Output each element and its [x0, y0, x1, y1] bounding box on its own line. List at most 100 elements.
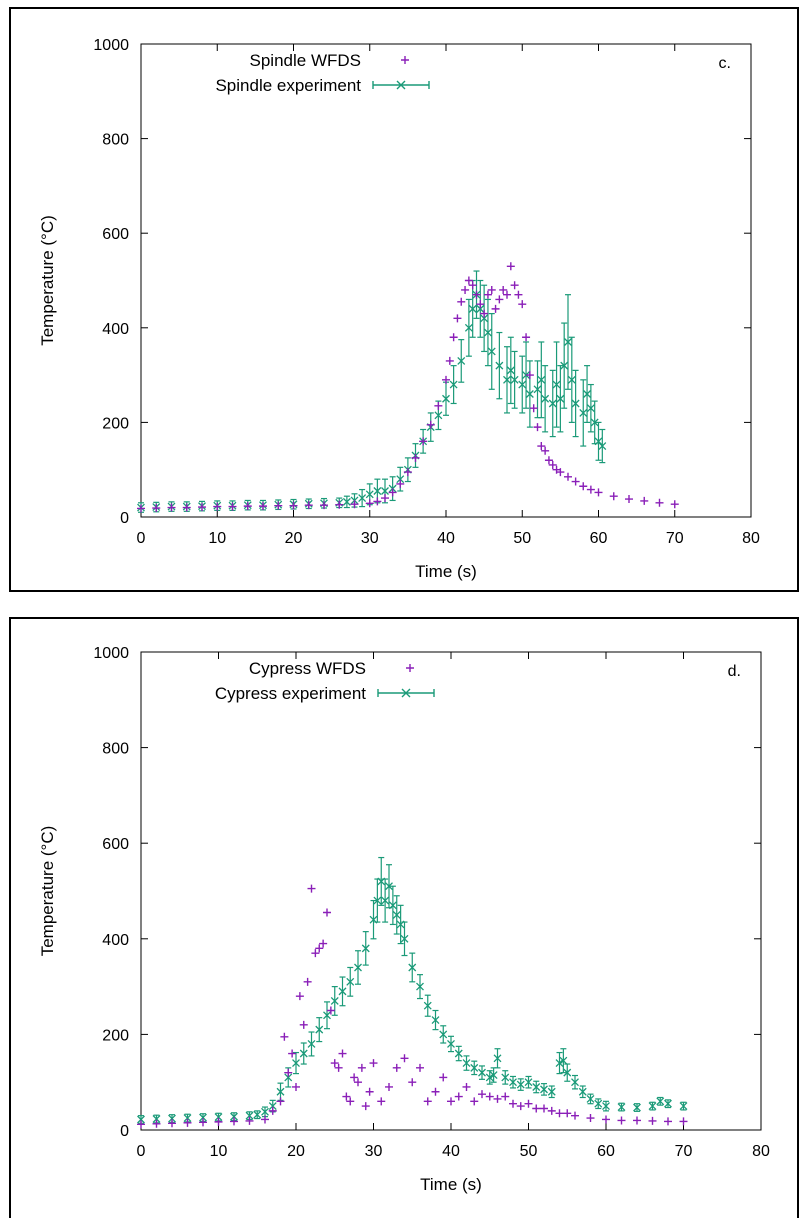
experiment-point — [323, 1011, 331, 1020]
experiment-point — [245, 1111, 254, 1120]
y-tick-label: 600 — [102, 836, 129, 853]
experiment-point — [358, 494, 367, 503]
wfds-point — [268, 1106, 277, 1115]
wfds-point — [338, 1049, 347, 1058]
experiment-series — [137, 270, 607, 513]
experiment-point — [590, 418, 599, 427]
wfds-point — [670, 500, 679, 509]
wfds-point — [449, 333, 458, 342]
wfds-point — [411, 453, 420, 462]
experiment-point — [361, 944, 370, 953]
wfds-point — [476, 300, 485, 309]
wfds-point — [400, 1054, 409, 1063]
experiment-point — [253, 1110, 262, 1119]
wfds-point — [259, 502, 267, 511]
y-tick-label: 600 — [102, 226, 129, 243]
x-tick-label: 20 — [287, 1143, 305, 1160]
wfds-point — [493, 1094, 502, 1103]
wfds-point — [377, 1097, 386, 1106]
wfds-point — [468, 281, 477, 290]
experiment-point — [439, 1030, 448, 1039]
wfds-point — [315, 944, 324, 953]
experiment-point — [489, 1071, 498, 1079]
wfds-point — [522, 333, 531, 342]
wfds-point — [320, 501, 328, 510]
experiment-point — [556, 394, 565, 403]
wfds-point — [462, 1082, 471, 1091]
wfds-point — [625, 495, 633, 504]
experiment-point — [579, 408, 588, 417]
wfds-point — [454, 1092, 463, 1101]
experiment-point — [315, 1025, 324, 1034]
experiment-point — [480, 314, 489, 323]
wfds-point — [230, 1117, 238, 1126]
experiment-point — [307, 1040, 316, 1048]
experiment-point — [299, 1049, 308, 1058]
wfds-point — [579, 482, 588, 491]
wfds-point — [457, 297, 466, 306]
experiment-point — [373, 896, 382, 905]
y-tick-label: 0 — [120, 510, 129, 527]
experiment-point — [483, 328, 492, 337]
experiment-point — [457, 356, 466, 365]
wfds-point — [664, 1117, 672, 1126]
experiment-point — [292, 1059, 300, 1068]
wfds-point — [480, 309, 489, 318]
experiment-point — [400, 934, 409, 943]
wfds-point — [152, 504, 161, 513]
experiment-point — [447, 1040, 455, 1048]
experiment-point — [476, 304, 485, 313]
experiment-point — [431, 1016, 440, 1025]
wfds-point — [633, 1116, 641, 1125]
wfds-point — [540, 1104, 548, 1113]
experiment-point — [434, 411, 443, 420]
wfds-point — [295, 992, 304, 1001]
legend-marker-experiment — [401, 688, 411, 698]
experiment-point — [547, 1087, 556, 1096]
chart-panel-c: 0 10 20 30 40 50 60 70 80 0 200 400 600 800 1000 Time (… — [9, 7, 799, 592]
wfds-point — [518, 300, 527, 309]
wfds-point — [445, 356, 454, 365]
wfds-point — [602, 1115, 610, 1124]
wfds-point — [426, 420, 435, 429]
wfds-point — [571, 1111, 579, 1120]
wfds-point — [396, 479, 405, 488]
x-tick-label: 40 — [442, 1143, 460, 1160]
wfds-point — [403, 468, 412, 477]
wfds-point — [533, 423, 542, 432]
wfds-point — [137, 1120, 145, 1129]
experiment-point — [555, 1059, 564, 1068]
experiment-point — [199, 1113, 207, 1122]
wfds-point — [342, 1092, 351, 1101]
wfds-point — [288, 1049, 297, 1058]
wfds-point — [439, 1073, 448, 1082]
wfds-point — [137, 504, 145, 513]
experiment-point — [137, 1115, 145, 1124]
x-axis-title: Time (s) — [420, 1175, 482, 1194]
wfds-point — [361, 1102, 370, 1111]
panel-label: c. — [719, 55, 731, 72]
wfds-point — [541, 446, 550, 455]
x-tick-label: 60 — [590, 530, 608, 547]
wfds-point — [276, 1097, 285, 1106]
wfds-point — [303, 977, 312, 986]
experiment-point — [571, 1078, 579, 1087]
wfds-point — [537, 442, 546, 451]
experiment-point — [578, 1087, 587, 1096]
experiment-point — [354, 963, 362, 972]
wfds-series — [137, 262, 679, 513]
wfds-point — [385, 1082, 393, 1091]
wfds-point — [357, 1063, 366, 1072]
experiment-point — [509, 1078, 517, 1087]
wfds-point — [548, 460, 557, 469]
x-tick-label: 20 — [285, 530, 303, 547]
wfds-point — [640, 496, 649, 505]
experiment-point — [462, 1059, 471, 1068]
experiment-point — [152, 1115, 161, 1123]
x-tick-label: 0 — [137, 1143, 146, 1160]
experiment-point — [586, 1094, 595, 1103]
experiment-point — [532, 1083, 541, 1091]
wfds-point — [514, 290, 523, 299]
experiment-point — [594, 1099, 603, 1108]
